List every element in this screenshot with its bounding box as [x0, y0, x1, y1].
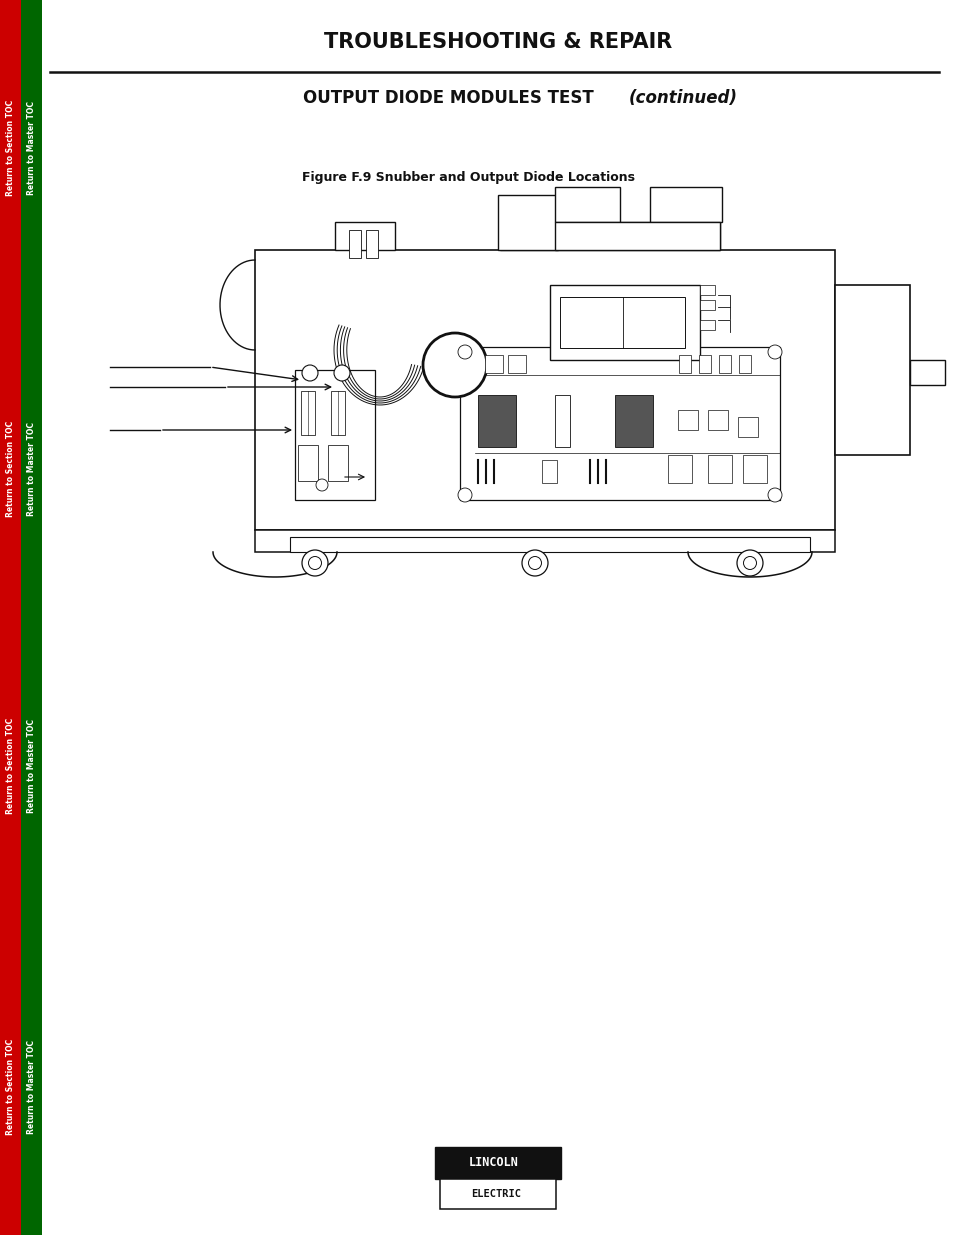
Text: OUTPUT DIODE MODULES TEST: OUTPUT DIODE MODULES TEST: [302, 89, 593, 107]
Bar: [550, 285, 700, 359]
Text: Return to Section TOC: Return to Section TOC: [6, 1039, 15, 1135]
Bar: [335, 222, 395, 249]
Bar: [615, 395, 652, 447]
Bar: [678, 410, 698, 430]
Text: Return to Master TOC: Return to Master TOC: [27, 1040, 36, 1134]
Bar: [435, 1147, 560, 1179]
Bar: [21, 0, 42, 1235]
Bar: [555, 222, 720, 249]
Bar: [254, 249, 834, 530]
Text: ®: ®: [551, 1149, 558, 1153]
Bar: [497, 195, 558, 249]
Bar: [738, 417, 758, 437]
Bar: [739, 354, 750, 373]
Circle shape: [457, 488, 472, 501]
Bar: [667, 454, 691, 483]
Circle shape: [315, 479, 328, 492]
Bar: [440, 1179, 555, 1209]
Bar: [294, 370, 375, 500]
Bar: [366, 230, 377, 258]
Text: TROUBLESHOOTING & REPAIR: TROUBLESHOOTING & REPAIR: [323, 32, 672, 52]
Text: Return to Section TOC: Return to Section TOC: [6, 421, 15, 517]
Bar: [297, 445, 317, 480]
Text: ELECTRIC: ELECTRIC: [471, 1189, 520, 1199]
Text: Return to Section TOC: Return to Section TOC: [6, 718, 15, 814]
Text: LINCOLN: LINCOLN: [469, 1156, 518, 1170]
Bar: [742, 454, 766, 483]
Bar: [499, 222, 720, 249]
Text: Return to Master TOC: Return to Master TOC: [27, 422, 36, 516]
Circle shape: [767, 345, 781, 359]
Bar: [649, 186, 721, 222]
Bar: [700, 285, 714, 295]
Bar: [541, 459, 557, 483]
Bar: [254, 530, 834, 552]
Bar: [707, 454, 731, 483]
Text: Return to Master TOC: Return to Master TOC: [27, 719, 36, 813]
Circle shape: [308, 557, 321, 569]
Bar: [559, 296, 684, 348]
Circle shape: [457, 345, 472, 359]
Circle shape: [742, 557, 756, 569]
Text: Return to Section TOC: Return to Section TOC: [6, 100, 15, 196]
Bar: [700, 300, 714, 310]
Bar: [699, 354, 710, 373]
Bar: [909, 359, 944, 385]
Bar: [679, 354, 690, 373]
Bar: [477, 395, 516, 447]
Circle shape: [422, 333, 486, 396]
Circle shape: [302, 366, 317, 382]
Bar: [331, 391, 345, 435]
Circle shape: [767, 488, 781, 501]
Bar: [349, 230, 360, 258]
Text: Return to Master TOC: Return to Master TOC: [27, 101, 36, 195]
Bar: [507, 354, 525, 373]
Bar: [301, 391, 314, 435]
Circle shape: [334, 366, 350, 382]
Text: Figure F.9 Snubber and Output Diode Locations: Figure F.9 Snubber and Output Diode Loca…: [301, 172, 634, 184]
Bar: [834, 285, 909, 454]
Bar: [707, 410, 727, 430]
Bar: [328, 445, 348, 480]
Bar: [719, 354, 730, 373]
Bar: [0, 0, 21, 1235]
Bar: [290, 537, 809, 552]
Bar: [555, 186, 619, 222]
Circle shape: [528, 557, 541, 569]
Circle shape: [302, 550, 328, 576]
Circle shape: [521, 550, 547, 576]
Circle shape: [737, 550, 762, 576]
Bar: [484, 354, 502, 373]
Text: (continued): (continued): [628, 89, 737, 107]
Bar: [459, 347, 780, 500]
Bar: [555, 395, 569, 447]
Bar: [700, 320, 714, 330]
